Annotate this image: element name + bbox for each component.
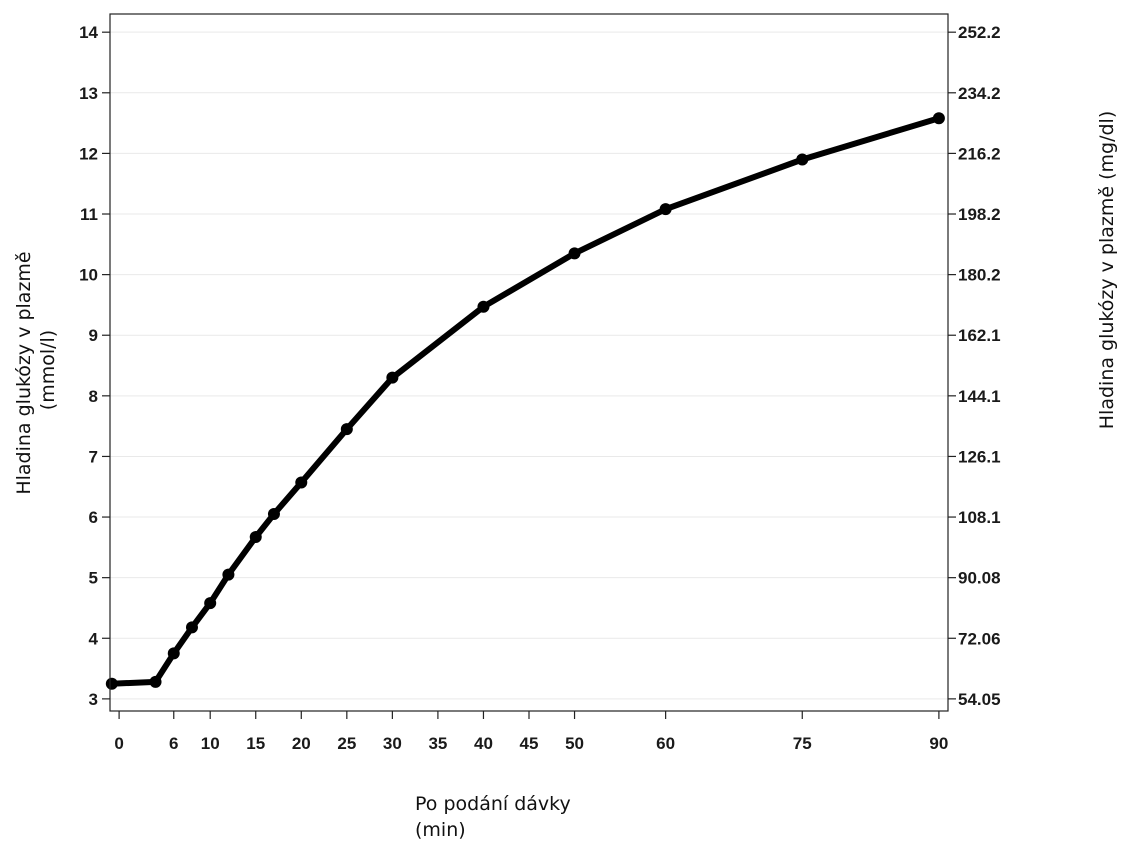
y-left-tick-label-4: 7 bbox=[89, 447, 98, 466]
data-point-13 bbox=[659, 203, 672, 216]
y-right-tick-label-8: 198.2 bbox=[958, 205, 1001, 224]
y-right-tick-label-9: 216.2 bbox=[958, 144, 1001, 163]
series-line-group bbox=[108, 115, 942, 687]
x-tick-label-8: 40 bbox=[474, 734, 493, 753]
data-point-0 bbox=[105, 677, 118, 690]
y-left-tick-label-5: 8 bbox=[89, 387, 98, 406]
data-point-7 bbox=[267, 508, 280, 521]
x-axis-label-line2: (min) bbox=[415, 819, 466, 841]
x-tick-label-0: 0 bbox=[114, 734, 123, 753]
y-left-tick-label-10: 13 bbox=[79, 84, 98, 103]
y-right-tick-label-0: 54.05 bbox=[958, 690, 1001, 709]
data-point-11 bbox=[477, 300, 490, 313]
y-axis-left-label-line1: Hladina glukózy v plazmě bbox=[13, 251, 35, 494]
y-right-tick-label-7: 180.2 bbox=[958, 266, 1001, 285]
data-point-5 bbox=[222, 568, 235, 581]
x-tick-label-1: 6 bbox=[169, 734, 178, 753]
y-right-tick-label-3: 108.1 bbox=[958, 508, 1001, 527]
y-axis-left-label-line2: (mmol/l) bbox=[37, 330, 59, 410]
data-point-9 bbox=[340, 423, 353, 436]
y-left-tick-label-2: 5 bbox=[89, 569, 98, 588]
data-point-12 bbox=[568, 247, 581, 260]
y-left-tick-label-11: 14 bbox=[79, 23, 98, 42]
data-point-3 bbox=[185, 621, 198, 634]
x-tick-label-9: 45 bbox=[520, 734, 539, 753]
y-right-tick-label-11: 252.2 bbox=[958, 23, 1001, 42]
data-point-1 bbox=[149, 675, 162, 688]
data-point-2 bbox=[167, 647, 180, 660]
y-left-tick-label-1: 4 bbox=[89, 629, 99, 648]
grid-lines bbox=[110, 31, 948, 700]
x-axis-label-line1: Po podání dávky bbox=[415, 793, 571, 815]
y-axis-right-ticks: 54.05 72.06 90.08 108.1 126.1 144.1 162.1 180.2… bbox=[948, 23, 1001, 709]
x-tick-label-2: 10 bbox=[201, 734, 220, 753]
x-tick-label-3: 15 bbox=[246, 734, 265, 753]
data-point-14 bbox=[796, 153, 809, 166]
data-point-10 bbox=[386, 371, 399, 384]
y-right-tick-label-5: 144.1 bbox=[958, 387, 1001, 406]
y-left-tick-label-9: 12 bbox=[79, 144, 98, 163]
plot-frame bbox=[109, 13, 949, 712]
y-right-tick-label-4: 126.1 bbox=[958, 447, 1001, 466]
y-right-tick-label-6: 162.1 bbox=[958, 326, 1001, 345]
data-point-15 bbox=[932, 112, 945, 125]
y-left-tick-label-3: 6 bbox=[89, 508, 98, 527]
y-left-tick-label-0: 3 bbox=[89, 690, 98, 709]
y-axis-left-label: Hladina glukózy v plazmě (mmol/l) bbox=[13, 245, 59, 494]
x-tick-label-11: 60 bbox=[656, 734, 675, 753]
y-axis-right-label: Hladina glukózy v plazmě (mg/dl) bbox=[1096, 111, 1118, 429]
data-points bbox=[105, 112, 945, 690]
y-axis-left-ticks: 3 4 5 6 7 8 9 10 11 12 13 14 bbox=[79, 23, 110, 709]
y-left-tick-label-8: 11 bbox=[80, 205, 98, 224]
y-right-tick-label-10: 234.2 bbox=[958, 84, 1001, 103]
x-axis-ticks: 0 6 10 15 20 25 30 35 40 45 50 60 75 90 bbox=[114, 711, 948, 753]
x-axis-label: Po podání dávky (min) bbox=[415, 793, 577, 841]
y-left-tick-label-6: 9 bbox=[89, 326, 98, 345]
x-tick-label-4: 20 bbox=[292, 734, 311, 753]
x-tick-label-5: 25 bbox=[337, 734, 356, 753]
series-line-0 bbox=[108, 115, 942, 687]
y-right-tick-label-1: 72.06 bbox=[958, 629, 1001, 648]
y-left-tick-label-7: 10 bbox=[79, 266, 98, 285]
x-tick-label-13: 90 bbox=[929, 734, 948, 753]
x-tick-label-10: 50 bbox=[565, 734, 584, 753]
data-point-8 bbox=[295, 476, 308, 489]
data-point-4 bbox=[204, 597, 217, 610]
x-tick-label-12: 75 bbox=[793, 734, 812, 753]
data-point-6 bbox=[249, 531, 262, 544]
x-tick-label-7: 35 bbox=[428, 734, 447, 753]
x-tick-label-6: 30 bbox=[383, 734, 402, 753]
y-right-tick-label-2: 90.08 bbox=[958, 569, 1001, 588]
